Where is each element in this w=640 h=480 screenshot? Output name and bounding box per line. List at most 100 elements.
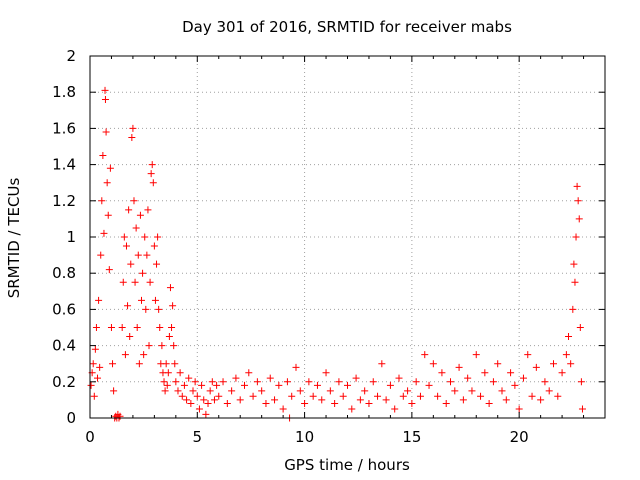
data-point <box>160 378 168 386</box>
data-point <box>193 392 201 400</box>
data-point <box>472 351 480 359</box>
data-point <box>241 381 248 389</box>
data-point <box>507 369 515 377</box>
data-point <box>550 360 557 368</box>
data-point <box>399 392 407 400</box>
data-point <box>572 233 580 241</box>
data-point <box>191 378 199 386</box>
data-point <box>408 400 416 408</box>
data-point <box>103 179 111 187</box>
data-point <box>361 387 369 395</box>
data-point <box>352 374 360 382</box>
data-point <box>170 342 178 350</box>
grid-lines <box>90 56 605 418</box>
data-point <box>571 278 579 286</box>
data-point <box>118 324 126 331</box>
data-point <box>425 381 433 389</box>
data-point <box>404 387 412 395</box>
data-point <box>136 211 144 219</box>
data-point <box>151 296 159 304</box>
data-point <box>202 410 210 418</box>
data-point <box>369 378 377 386</box>
y-tick-label: 1.6 <box>52 119 76 137</box>
data-point <box>145 342 153 350</box>
data-point <box>219 378 227 386</box>
data-point <box>204 400 212 408</box>
data-point <box>119 278 127 286</box>
data-point <box>236 396 244 404</box>
data-point <box>183 396 191 404</box>
data-point <box>573 182 581 190</box>
x-axis-label: GPS time / hours <box>284 456 410 474</box>
data-point <box>133 324 141 331</box>
data-point <box>502 396 510 404</box>
y-tick-label: 1.4 <box>52 156 76 174</box>
data-point <box>126 333 134 341</box>
data-point <box>477 392 485 400</box>
data-point <box>554 392 562 400</box>
data-point <box>262 400 270 408</box>
data-point <box>102 128 110 136</box>
data-point <box>569 305 577 313</box>
data-point <box>106 164 114 172</box>
data-point <box>185 374 193 382</box>
data-point <box>116 412 124 420</box>
x-tick-label: 0 <box>85 428 95 446</box>
data-point <box>153 260 161 268</box>
data-point <box>104 211 112 219</box>
y-tick-label: 1.2 <box>52 192 76 210</box>
data-point <box>515 405 523 413</box>
data-point <box>138 296 145 304</box>
data-points <box>87 86 586 422</box>
data-point <box>174 387 182 395</box>
y-tick-label: 0.6 <box>52 300 76 318</box>
data-point <box>210 396 218 404</box>
data-point <box>365 400 373 408</box>
data-point <box>195 405 203 413</box>
data-point <box>187 400 195 408</box>
data-point <box>101 86 109 94</box>
data-point <box>356 396 364 404</box>
y-tick-label: 0.8 <box>52 264 76 282</box>
data-point <box>459 396 467 404</box>
data-point <box>429 360 437 368</box>
data-point <box>301 400 309 408</box>
data-point <box>447 378 454 386</box>
data-point <box>489 378 497 386</box>
data-point <box>232 374 240 382</box>
data-point <box>98 197 106 205</box>
data-point <box>110 387 118 395</box>
data-point <box>541 378 549 386</box>
data-point <box>100 229 108 237</box>
data-point <box>558 369 566 377</box>
data-point <box>339 392 347 400</box>
data-point <box>176 369 184 377</box>
data-point <box>283 378 291 386</box>
data-point <box>570 260 578 268</box>
data-point <box>421 351 429 359</box>
data-point <box>532 363 540 371</box>
data-point <box>575 215 583 223</box>
data-point <box>101 95 109 103</box>
data-point <box>168 324 176 331</box>
data-point <box>374 392 382 400</box>
data-point <box>172 378 180 386</box>
data-point <box>107 324 115 331</box>
data-point <box>562 351 570 359</box>
chart-title: Day 301 of 2016, SRMTID for receiver mab… <box>182 18 512 36</box>
data-point <box>94 374 102 382</box>
x-tick-label: 20 <box>510 428 529 446</box>
data-point <box>144 206 152 214</box>
y-tick-label: 0 <box>66 409 76 427</box>
data-point <box>455 363 463 371</box>
data-point <box>163 381 171 389</box>
data-point <box>146 278 154 286</box>
data-point <box>528 392 536 400</box>
data-point <box>141 233 149 241</box>
data-point <box>416 392 424 400</box>
data-point <box>158 342 166 350</box>
y-tick-label: 0.4 <box>52 337 76 355</box>
data-point <box>155 305 163 313</box>
data-point <box>318 396 326 404</box>
